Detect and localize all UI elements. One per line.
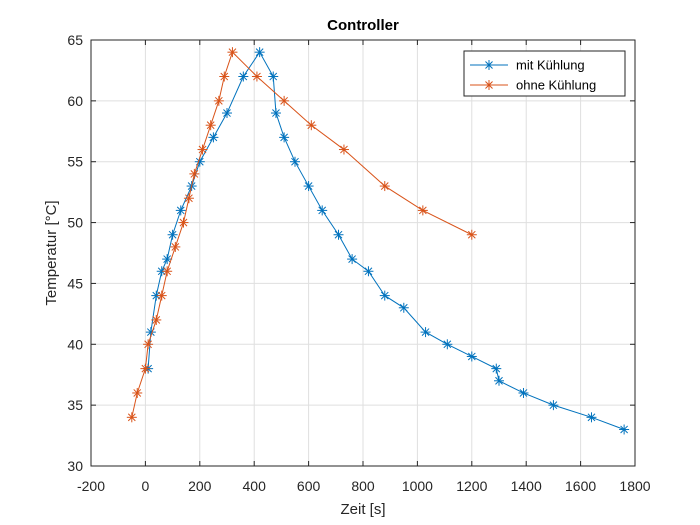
data-point bbox=[222, 108, 232, 119]
data-point bbox=[208, 132, 219, 143]
data-point bbox=[494, 375, 504, 386]
data-point bbox=[306, 120, 317, 131]
legend: mit Kühlung ohne Kühlung bbox=[463, 50, 626, 97]
data-point bbox=[619, 424, 630, 435]
data-point bbox=[268, 71, 279, 82]
x-tick-label: 600 bbox=[297, 478, 321, 494]
data-point bbox=[175, 205, 186, 216]
data-point bbox=[227, 47, 238, 58]
data-point bbox=[151, 314, 162, 325]
data-point bbox=[238, 71, 249, 82]
x-tick-label: 800 bbox=[351, 478, 375, 494]
y-tick-label: 35 bbox=[67, 397, 83, 413]
x-tick-label: 0 bbox=[142, 478, 150, 494]
legend-label: ohne Kühlung bbox=[516, 78, 596, 93]
data-point bbox=[140, 363, 151, 374]
data-point bbox=[548, 400, 559, 411]
x-tick-label: 1600 bbox=[565, 478, 596, 494]
x-tick-label: 1400 bbox=[511, 478, 542, 494]
legend-label: mit Kühlung bbox=[516, 58, 585, 73]
y-tick-label: 65 bbox=[67, 32, 83, 48]
data-point bbox=[254, 47, 265, 58]
data-point bbox=[251, 71, 262, 82]
data-point bbox=[333, 229, 344, 240]
y-tick-label: 45 bbox=[67, 275, 83, 291]
x-tick-label: 1800 bbox=[619, 478, 650, 494]
ticks: -200 0 200 400 600 800 1000 1200 1400 1600 1800 30 3… bbox=[67, 32, 650, 494]
data-point bbox=[205, 120, 216, 131]
data-point bbox=[466, 351, 477, 362]
data-point bbox=[442, 339, 453, 350]
data-point bbox=[167, 229, 178, 240]
legend-entry-1: mit Kühlung bbox=[470, 58, 585, 73]
data-point bbox=[126, 412, 137, 423]
data-point bbox=[586, 412, 597, 423]
series-layer bbox=[126, 47, 630, 435]
data-point bbox=[398, 302, 409, 313]
data-point bbox=[518, 387, 529, 398]
y-tick-label: 30 bbox=[67, 458, 83, 474]
series-2 bbox=[126, 47, 477, 423]
chart-title: Controller bbox=[327, 17, 399, 34]
data-point bbox=[170, 241, 181, 252]
data-point bbox=[156, 290, 167, 301]
data-point bbox=[213, 95, 224, 106]
data-point bbox=[363, 266, 374, 277]
x-tick-label: -200 bbox=[77, 478, 105, 494]
data-point bbox=[132, 387, 143, 398]
data-point bbox=[279, 95, 290, 106]
y-tick-label: 55 bbox=[67, 154, 83, 170]
data-point bbox=[417, 205, 428, 216]
data-point bbox=[379, 181, 390, 192]
data-point bbox=[143, 339, 154, 350]
data-point bbox=[347, 254, 358, 265]
x-tick-label: 400 bbox=[243, 478, 267, 494]
data-point bbox=[279, 132, 290, 143]
y-tick-label: 40 bbox=[67, 336, 83, 352]
x-axis-label: Zeit [s] bbox=[340, 501, 385, 518]
data-point bbox=[219, 71, 230, 82]
plot-area: -200 0 200 400 600 800 1000 1200 1400 1600 1800 30 3… bbox=[67, 32, 650, 494]
data-point bbox=[162, 254, 173, 265]
data-point bbox=[270, 108, 281, 119]
data-point bbox=[420, 327, 431, 338]
x-tick-label: 1000 bbox=[402, 478, 433, 494]
data-point bbox=[183, 193, 194, 204]
data-point bbox=[145, 327, 156, 338]
data-point bbox=[162, 266, 173, 277]
data-point bbox=[317, 205, 328, 216]
data-point bbox=[197, 144, 208, 155]
data-point bbox=[379, 290, 390, 301]
legend-entry-2: ohne Kühlung bbox=[470, 78, 596, 93]
data-point bbox=[290, 156, 300, 167]
y-tick-label: 60 bbox=[67, 93, 83, 109]
data-point bbox=[189, 168, 200, 179]
series-1 bbox=[143, 47, 630, 435]
y-tick-label: 50 bbox=[67, 215, 83, 231]
legend-marker bbox=[484, 80, 494, 90]
legend-entries: mit Kühlung ohne Kühlung bbox=[470, 58, 596, 93]
legend-marker bbox=[484, 60, 494, 70]
y-axis-label: Temperatur [°C] bbox=[43, 200, 60, 305]
x-tick-label: 200 bbox=[188, 478, 212, 494]
data-point bbox=[303, 181, 314, 192]
legend-box bbox=[463, 50, 626, 97]
x-tick-label: 1200 bbox=[456, 478, 487, 494]
data-point bbox=[491, 363, 502, 374]
data-point bbox=[338, 144, 349, 155]
data-point bbox=[466, 229, 477, 240]
data-point bbox=[178, 217, 189, 228]
